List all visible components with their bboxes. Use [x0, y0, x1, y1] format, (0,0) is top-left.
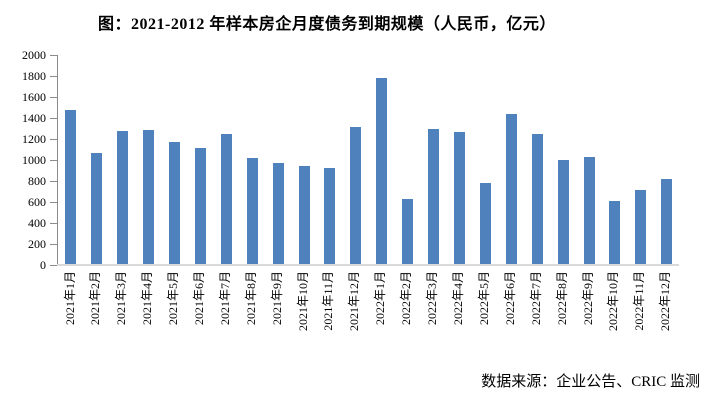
y-axis-tick-label: 800 — [28, 173, 46, 188]
bar-2021年2月 — [91, 152, 103, 265]
bar-2021年12月 — [350, 127, 362, 265]
plot-area — [57, 55, 680, 265]
bar-2022年4月 — [453, 131, 465, 265]
y-axis-tick-mark — [50, 139, 57, 140]
bar-2022年6月 — [505, 114, 517, 265]
bar-2021年5月 — [169, 142, 180, 265]
bar-2022年11月 — [635, 189, 647, 265]
y-axis-tick-label: 200 — [28, 236, 46, 251]
y-axis-tick-label: 1000 — [22, 152, 46, 167]
bar-2021年8月 — [246, 158, 258, 265]
bar-2022年3月 — [428, 129, 439, 265]
bar-2022年2月 — [402, 199, 414, 265]
x-axis-tick-label: 2021年3月 — [114, 271, 129, 326]
y-axis-tick-label: 0 — [40, 257, 46, 272]
y-axis-tick-label: 400 — [28, 215, 46, 230]
x-axis-tick-label: 2021年1月 — [62, 271, 77, 326]
bar-2021年4月 — [143, 129, 155, 265]
x-axis-tick-label: 2021年2月 — [88, 271, 103, 326]
y-axis-tick-mark — [50, 118, 57, 119]
x-axis-tick-label: 2022年5月 — [476, 271, 491, 326]
x-axis-tick-label: 2021年4月 — [140, 271, 155, 326]
bar-2021年10月 — [298, 165, 310, 265]
x-axis-tick-label: 2021年7月 — [217, 271, 232, 326]
x-axis-tick-label: 2022年11月 — [632, 271, 647, 331]
bar-2022年9月 — [583, 156, 595, 265]
bar-2021年9月 — [272, 162, 284, 265]
y-axis-tick-mark — [50, 265, 57, 266]
x-axis-tick-label: 2022年7月 — [528, 271, 543, 326]
chart-title: 图：2021-2012 年样本房企月度债务到期规模（人民币，亿元） — [98, 16, 556, 33]
x-axis-tick-label: 2021年12月 — [347, 271, 362, 332]
y-axis-tick-label: 1600 — [22, 89, 46, 104]
bar-2022年10月 — [609, 201, 621, 265]
bar-2021年11月 — [324, 168, 336, 265]
x-axis-tick-label: 2021年8月 — [243, 271, 258, 326]
y-axis-tick-label: 1200 — [22, 131, 46, 146]
y-axis-tick-mark — [50, 181, 57, 182]
y-axis-tick-mark — [50, 76, 57, 77]
x-axis-tick-label: 2021年10月 — [295, 271, 310, 332]
y-axis-tick-label: 1800 — [22, 68, 46, 83]
x-axis-tick-label: 2022年6月 — [502, 271, 517, 326]
bar-2022年12月 — [661, 179, 673, 265]
y-axis-tick-mark — [50, 202, 57, 203]
x-axis-tick-label: 2021年11月 — [321, 271, 336, 331]
bar-2022年5月 — [479, 182, 491, 265]
bar-2021年6月 — [194, 147, 206, 265]
y-axis-tick-mark — [50, 223, 57, 224]
bar-2022年7月 — [531, 134, 543, 265]
y-axis-tick-label: 2000 — [22, 47, 46, 62]
x-axis-tick-label: 2021年9月 — [269, 271, 284, 326]
x-axis-tick-label: 2022年4月 — [450, 271, 465, 326]
x-axis-tick-label: 2022年3月 — [425, 271, 439, 326]
bar-2021年1月 — [65, 109, 77, 265]
x-axis-line — [57, 264, 679, 266]
x-axis-tick-label: 2022年12月 — [658, 271, 673, 332]
x-axis-tick-label: 2021年5月 — [166, 271, 181, 326]
bar-2021年7月 — [220, 133, 232, 265]
y-axis-tick-mark — [50, 97, 57, 98]
y-axis-tick-mark — [50, 55, 57, 56]
x-axis-tick-label: 2021年6月 — [191, 271, 206, 326]
data-source-note: 数据来源：企业公告、CRIC 监测 — [481, 374, 700, 390]
y-axis-tick-mark — [50, 160, 57, 161]
bar-2021年3月 — [117, 130, 129, 265]
y-axis-tick-label: 1400 — [22, 110, 46, 125]
x-axis-tick-label: 2022年8月 — [554, 271, 569, 326]
x-axis-tick-label: 2022年2月 — [399, 271, 414, 326]
bar-2022年8月 — [557, 160, 569, 265]
x-axis-tick-label: 2022年9月 — [580, 271, 595, 326]
bar-2022年1月 — [376, 77, 388, 265]
x-axis-tick-label: 2022年10月 — [606, 271, 621, 332]
x-axis-tick-label: 2022年1月 — [373, 271, 388, 326]
y-axis-tick-label: 600 — [28, 194, 46, 209]
y-axis-tick-mark — [50, 244, 57, 245]
